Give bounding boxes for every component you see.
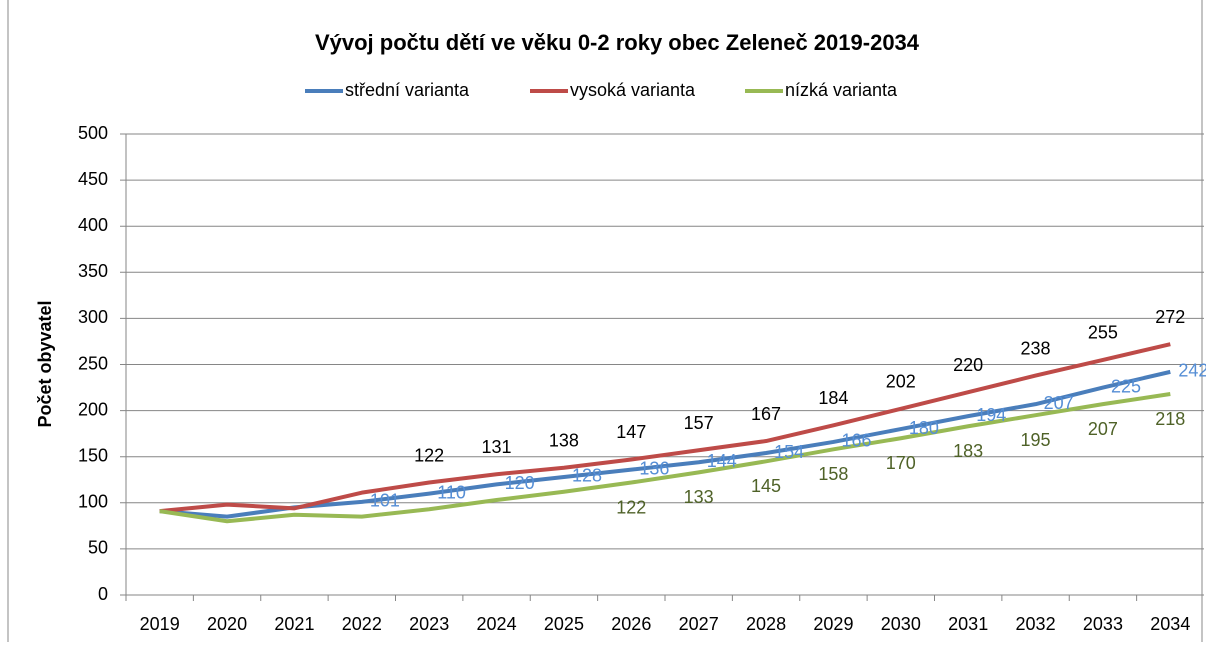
data-label: 122: [616, 497, 646, 517]
data-label: 167: [751, 404, 781, 424]
data-label: 238: [1021, 338, 1051, 358]
x-tick-label: 2024: [477, 614, 517, 634]
x-tick-label: 2032: [1016, 614, 1056, 634]
chart-title: Vývoj počtu dětí ve věku 0-2 roky obec Z…: [315, 30, 920, 55]
data-label: 128: [572, 466, 602, 486]
x-tick-label: 2019: [140, 614, 180, 634]
data-label: 218: [1155, 409, 1185, 429]
x-tick-label: 2025: [544, 614, 584, 634]
data-label: 220: [953, 355, 983, 375]
y-tick-label: 0: [98, 584, 108, 604]
data-label: 170: [886, 453, 916, 473]
series-line: [159, 342, 1171, 514]
data-label: 101: [370, 491, 400, 511]
data-label: 144: [707, 451, 737, 471]
y-tick-label: 50: [88, 538, 108, 558]
data-label: 110: [437, 482, 466, 502]
data-label: 120: [505, 473, 535, 493]
x-tick-label: 2031: [948, 614, 988, 634]
y-tick-label: 200: [78, 399, 108, 419]
data-label: 157: [684, 413, 714, 433]
data-label: 195: [1021, 430, 1051, 450]
data-label: 145: [751, 476, 781, 496]
y-tick-label: 400: [78, 215, 108, 235]
data-label: 154: [774, 442, 804, 462]
data-label: 207: [1088, 419, 1118, 439]
data-label: 272: [1155, 307, 1185, 327]
chart-frame: [7, 0, 1203, 647]
legend-label: vysoká varianta: [570, 80, 696, 100]
series-line: [159, 392, 1171, 524]
data-label: 147: [616, 422, 646, 442]
y-tick-label: 100: [78, 492, 108, 512]
data-label: 183: [953, 441, 983, 461]
data-label: 180: [909, 418, 939, 438]
x-tick-label: 2026: [611, 614, 651, 634]
x-tick-label: 2021: [274, 614, 314, 634]
data-label: 225: [1111, 376, 1141, 396]
legend-label: střední varianta: [345, 80, 470, 100]
data-label: 138: [549, 431, 579, 451]
y-axis-title: Počet obyvatel: [35, 300, 55, 427]
y-tick-label: 250: [78, 353, 108, 373]
data-label: 202: [886, 372, 916, 392]
data-label: 242: [1178, 361, 1206, 381]
x-tick-label: 2028: [746, 614, 786, 634]
data-label: 122: [414, 445, 444, 465]
y-tick-label: 450: [78, 169, 108, 189]
x-tick-label: 2034: [1150, 614, 1190, 634]
legend-label: nízká varianta: [785, 80, 898, 100]
x-tick-label: 2022: [342, 614, 382, 634]
x-tick-label: 2023: [409, 614, 449, 634]
x-tick-label: 2027: [679, 614, 719, 634]
data-label: 184: [818, 388, 848, 408]
data-label: 166: [841, 431, 871, 451]
data-label: 133: [684, 487, 714, 507]
y-tick-label: 350: [78, 261, 108, 281]
data-label: 136: [639, 458, 669, 478]
data-label: 207: [1044, 393, 1074, 413]
y-tick-label: 500: [78, 123, 108, 143]
x-tick-label: 2033: [1083, 614, 1123, 634]
x-tick-label: 2020: [207, 614, 247, 634]
data-label: 194: [976, 405, 1006, 425]
y-tick-label: 150: [78, 445, 108, 465]
x-tick-label: 2030: [881, 614, 921, 634]
data-label: 131: [482, 437, 512, 457]
data-label: 158: [818, 464, 848, 484]
data-label: 255: [1088, 323, 1118, 343]
y-tick-label: 300: [78, 307, 108, 327]
series-line: [159, 369, 1171, 519]
x-tick-label: 2029: [813, 614, 853, 634]
